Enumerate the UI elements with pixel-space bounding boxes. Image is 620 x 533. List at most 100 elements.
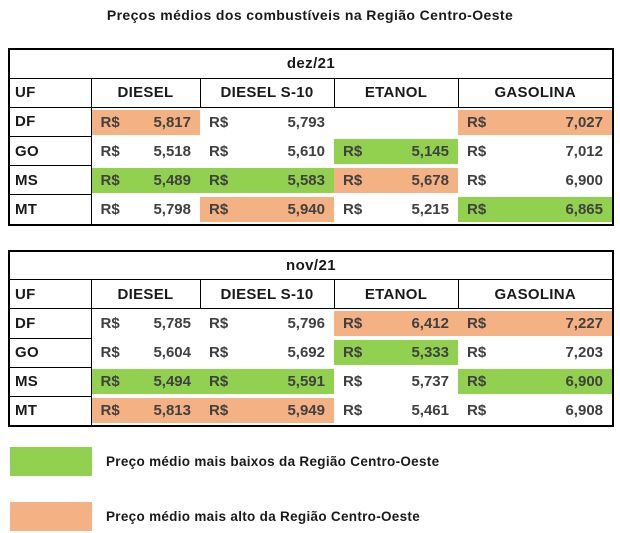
price-cell: R$ 6,412 [334,311,458,336]
month-header: dez/21 [9,49,613,79]
column-header-row: UF DIESEL DIESEL S-10 ETANOL GASOLINA [8,279,614,309]
price-value: 6,900 [565,373,604,390]
currency-symbol: R$ [209,200,229,218]
price-value: 5,494 [153,373,191,390]
currency-symbol: R$ [467,402,487,419]
price-cell: R$ 5,333 [334,340,458,365]
price-value: 5,604 [153,344,191,361]
row-label-uf: MT [8,194,92,225]
price-cell: R$ 5,494 [91,369,200,394]
price-value: 5,591 [287,373,325,390]
price-cell: R$ 5,796 [200,311,334,336]
price-value: 5,940 [287,200,325,218]
price-cell: R$ 5,949 [200,398,334,423]
price-value: 5,489 [153,171,191,189]
price-cell: R$ 5,692 [200,340,334,365]
price-cell: R$ 5,813 [91,398,200,423]
price-value: 5,813 [153,402,191,419]
column-header-diesel: DIESEL [90,77,201,108]
currency-symbol: R$ [100,200,120,218]
row-label-uf: DF [8,106,92,137]
price-cell: R$ 5,940 [200,196,334,222]
row-label-uf: MT [8,395,92,427]
price-value: 5,949 [287,402,325,419]
currency-symbol: R$ [467,113,487,131]
currency-symbol: R$ [209,113,229,131]
price-value: 7,027 [565,113,603,131]
table-row: GO R$ 5,604 R$ 5,692 R$ 5,333 R$ 7,203 [8,337,613,368]
currency-symbol: R$ [343,200,363,218]
table-row: DF R$ 5,817 R$ 5,793 R$ 7,027 [8,106,613,137]
currency-symbol: R$ [467,142,487,160]
price-value: 5,798 [153,200,191,218]
legend-item-high: Preço médio mais alto da Região Centro-O… [10,502,620,531]
currency-symbol: R$ [100,142,120,160]
price-cell: R$ 5,145 [334,138,458,164]
price-cell: R$ 5,591 [200,369,334,394]
price-cell: R$ 7,203 [458,340,612,365]
price-cell: R$ 6,900 [458,369,613,394]
price-value: 7,012 [565,142,603,160]
column-header-uf: UF [8,279,92,309]
price-cell: R$ 5,798 [92,197,201,222]
price-cell: R$ 5,583 [200,167,334,193]
column-header-diesel-s10: DIESEL S-10 [199,77,335,108]
row-label-uf: GO [8,136,92,166]
price-cell: R$ 6,908 [458,398,612,423]
legend-item-low: Preço médio mais baixos da Região Centro… [10,447,620,476]
price-value: 5,793 [287,113,325,131]
legend-swatch-orange [10,502,92,531]
price-value: 5,737 [411,373,449,390]
currency-symbol: R$ [100,113,120,131]
legend-label-low: Preço médio mais baixos da Região Centro… [106,454,440,469]
price-value: 5,817 [153,113,191,131]
currency-symbol: R$ [100,171,120,189]
legend-swatch-green [10,447,92,476]
price-cell: R$ 6,865 [458,196,612,222]
currency-symbol: R$ [467,344,487,361]
currency-symbol: R$ [209,171,229,189]
currency-symbol: R$ [343,344,363,361]
price-table-nov21: nov/21 UF DIESEL DIESEL S-10 ETANOL GASO… [8,249,615,427]
currency-symbol: R$ [467,373,487,390]
currency-symbol: R$ [100,344,120,361]
price-value: 5,785 [153,315,191,332]
currency-symbol: R$ [209,402,229,419]
price-value: 6,865 [565,200,603,218]
price-value: 5,692 [287,344,325,361]
price-value: 5,678 [411,171,449,189]
price-value: 5,518 [153,142,191,160]
currency-symbol: R$ [467,200,487,218]
currency-symbol: R$ [100,402,120,419]
price-value: 5,610 [287,142,325,160]
month-row: nov/21 [9,250,614,280]
price-cell: R$ 5,610 [200,139,334,164]
row-label-uf: GO [8,337,92,368]
price-value: 7,203 [565,344,604,361]
currency-symbol: R$ [209,344,229,361]
column-header-uf: UF [8,77,92,108]
row-label-uf: DF [8,308,92,339]
price-value: 6,412 [411,315,449,332]
price-cell: R$ 5,793 [200,110,334,135]
column-header-diesel-s10: DIESEL S-10 [199,279,335,309]
price-cell: R$ 7,027 [458,109,612,135]
legend-label-high: Preço médio mais alto da Região Centro-O… [106,509,421,524]
price-value: 5,215 [411,200,449,218]
month-row: dez/21 [9,49,613,79]
table-row: MS R$ 5,494 R$ 5,591 R$ 5,737 R$ 6,900 [8,366,613,397]
price-cell: R$ 5,817 [91,109,200,135]
column-header-row: UF DIESEL DIESEL S-10 ETANOL GASOLINA [8,77,614,108]
currency-symbol: R$ [467,315,487,332]
price-cell: R$ 5,604 [92,340,201,365]
price-cell: R$ 5,215 [334,197,458,222]
price-value: 5,333 [411,344,449,361]
page-title: Preços médios dos combustíveis na Região… [106,7,514,23]
price-cell [334,110,458,135]
currency-symbol: R$ [343,171,363,189]
price-cell: R$ 7,227 [458,311,613,336]
currency-symbol: R$ [343,373,363,390]
price-cell: R$ 6,900 [458,168,612,193]
table-row: MT R$ 5,813 R$ 5,949 R$ 5,461 R$ 6,908 [8,395,613,427]
currency-symbol: R$ [100,373,120,390]
